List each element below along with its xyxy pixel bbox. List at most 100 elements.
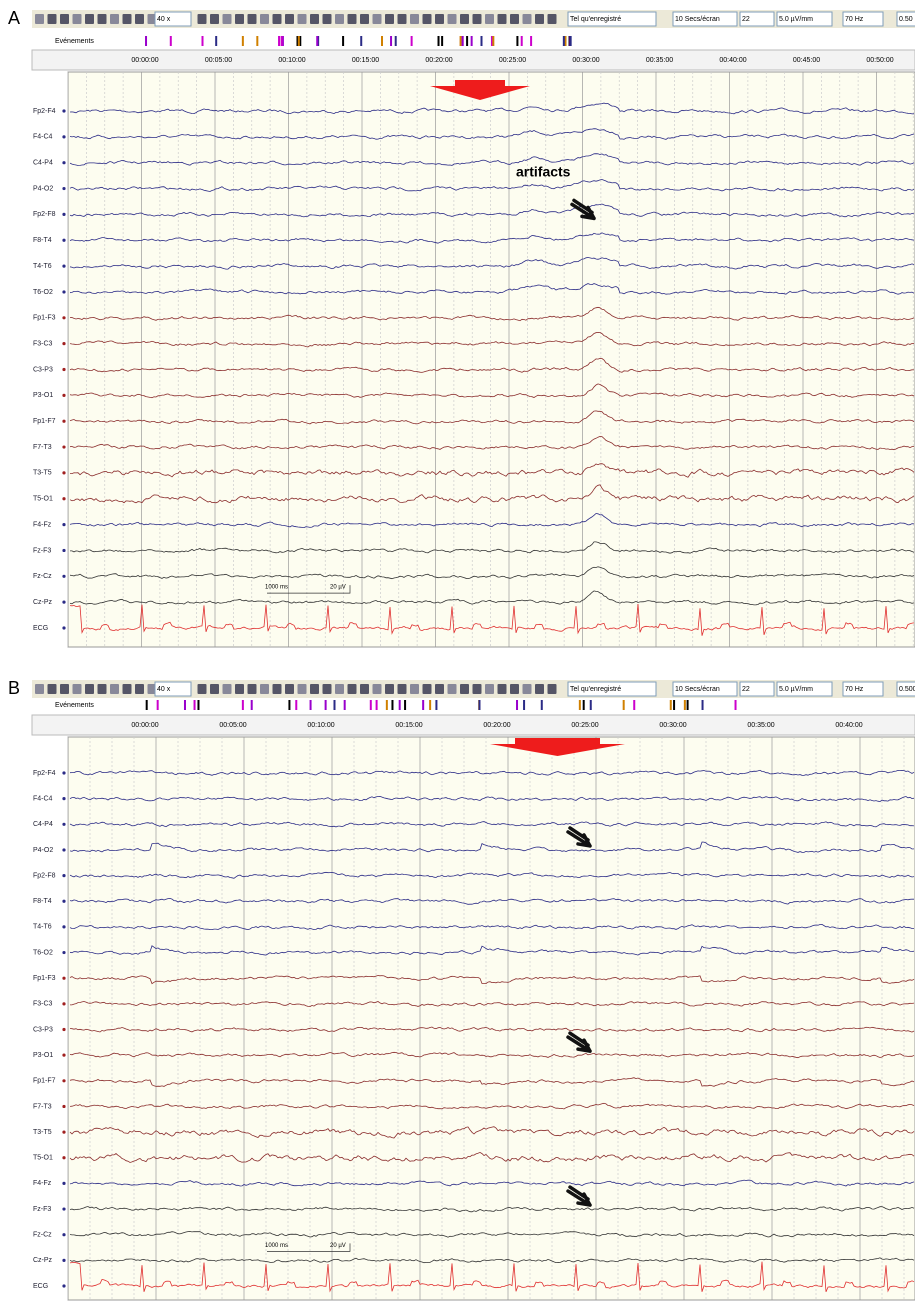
toolbar-icon[interactable] [398, 14, 407, 24]
toolbar-icon[interactable] [423, 684, 432, 694]
event-marker[interactable] [516, 36, 518, 46]
toolbar-icon[interactable] [373, 14, 382, 24]
event-marker[interactable] [702, 700, 704, 710]
event-marker[interactable] [633, 700, 635, 710]
toolbar-icon[interactable] [235, 14, 244, 24]
event-marker[interactable] [521, 36, 523, 46]
toolbar-icon[interactable] [273, 684, 282, 694]
toolbar-icon[interactable] [35, 14, 44, 24]
event-marker[interactable] [376, 700, 378, 710]
event-marker[interactable] [687, 700, 689, 710]
toolbar-select-text[interactable]: 22 [742, 16, 750, 23]
toolbar-icon[interactable] [123, 14, 132, 24]
toolbar-icon[interactable] [348, 684, 357, 694]
toolbar-icon[interactable] [198, 14, 207, 24]
event-marker[interactable] [541, 700, 543, 710]
event-marker[interactable] [344, 700, 346, 710]
event-marker[interactable] [466, 36, 468, 46]
event-marker[interactable] [460, 36, 462, 46]
event-marker[interactable] [295, 700, 297, 710]
event-marker[interactable] [438, 36, 440, 46]
toolbar-icon[interactable] [510, 684, 519, 694]
toolbar-icon[interactable] [385, 14, 394, 24]
event-marker[interactable] [435, 700, 437, 710]
toolbar-icon[interactable] [60, 14, 69, 24]
event-marker[interactable] [530, 36, 532, 46]
toolbar-select-text[interactable]: Tel qu'enregistré [570, 686, 621, 693]
toolbar-select-text[interactable]: 5.0 µV/mm [779, 16, 813, 23]
event-marker[interactable] [399, 700, 401, 710]
toolbar-icon[interactable] [35, 684, 44, 694]
event-marker[interactable] [516, 700, 518, 710]
event-marker[interactable] [145, 36, 147, 46]
toolbar-icon[interactable] [48, 14, 57, 24]
toolbar-icon[interactable] [48, 684, 57, 694]
event-marker[interactable] [422, 700, 424, 710]
event-marker[interactable] [735, 700, 737, 710]
event-marker[interactable] [684, 700, 686, 710]
event-marker[interactable] [563, 36, 565, 46]
toolbar-icon[interactable] [335, 684, 344, 694]
event-marker[interactable] [333, 700, 335, 710]
event-marker[interactable] [316, 36, 318, 46]
toolbar-icon[interactable] [310, 684, 319, 694]
event-marker[interactable] [256, 36, 258, 46]
event-marker[interactable] [395, 36, 397, 46]
toolbar-select-text[interactable]: 10 Secs/écran [675, 16, 720, 23]
toolbar-icon[interactable] [98, 684, 107, 694]
toolbar-icon[interactable] [298, 684, 307, 694]
toolbar-select-text[interactable]: 0.500 [899, 686, 915, 693]
toolbar-icon[interactable] [285, 684, 294, 694]
toolbar-select-text[interactable]: 40 x [157, 16, 171, 23]
toolbar-icon[interactable] [285, 14, 294, 24]
event-marker[interactable] [462, 36, 464, 46]
toolbar-icon[interactable] [260, 684, 269, 694]
toolbar-icon[interactable] [135, 14, 144, 24]
toolbar-icon[interactable] [223, 684, 232, 694]
toolbar-icon[interactable] [348, 14, 357, 24]
toolbar-icon[interactable] [235, 684, 244, 694]
toolbar-icon[interactable] [548, 684, 557, 694]
toolbar-icon[interactable] [85, 14, 94, 24]
toolbar-select-text[interactable]: 22 [742, 686, 750, 693]
event-marker[interactable] [386, 700, 388, 710]
toolbar-icon[interactable] [135, 684, 144, 694]
toolbar-select-text[interactable]: 10 Secs/écran [675, 686, 720, 693]
event-marker[interactable] [342, 36, 344, 46]
toolbar-icon[interactable] [260, 14, 269, 24]
toolbar-icon[interactable] [73, 14, 82, 24]
event-marker[interactable] [411, 36, 413, 46]
event-marker[interactable] [278, 36, 280, 46]
toolbar-icon[interactable] [385, 684, 394, 694]
toolbar-icon[interactable] [110, 14, 119, 24]
event-marker[interactable] [251, 700, 253, 710]
event-marker[interactable] [391, 700, 393, 710]
event-marker[interactable] [281, 36, 283, 46]
toolbar-icon[interactable] [548, 14, 557, 24]
toolbar-icon[interactable] [523, 14, 532, 24]
event-marker[interactable] [381, 36, 383, 46]
event-marker[interactable] [471, 36, 473, 46]
event-marker[interactable] [523, 700, 525, 710]
event-marker[interactable] [194, 700, 196, 710]
toolbar-select-text[interactable]: 40 x [157, 686, 171, 693]
toolbar-icon[interactable] [210, 684, 219, 694]
event-marker[interactable] [197, 700, 199, 710]
toolbar-icon[interactable] [423, 14, 432, 24]
toolbar-icon[interactable] [435, 684, 444, 694]
toolbar-icon[interactable] [298, 14, 307, 24]
event-marker[interactable] [492, 36, 494, 46]
toolbar-icon[interactable] [210, 14, 219, 24]
toolbar-select-text[interactable]: Tel qu'enregistré [570, 16, 621, 23]
toolbar-icon[interactable] [323, 14, 332, 24]
toolbar-icon[interactable] [223, 14, 232, 24]
toolbar-icon[interactable] [510, 14, 519, 24]
event-marker[interactable] [215, 36, 217, 46]
event-marker[interactable] [579, 700, 581, 710]
event-marker[interactable] [583, 700, 585, 710]
toolbar-icon[interactable] [373, 684, 382, 694]
toolbar-icon[interactable] [410, 14, 419, 24]
event-marker[interactable] [590, 700, 592, 710]
toolbar-icon[interactable] [535, 684, 544, 694]
toolbar-icon[interactable] [435, 14, 444, 24]
